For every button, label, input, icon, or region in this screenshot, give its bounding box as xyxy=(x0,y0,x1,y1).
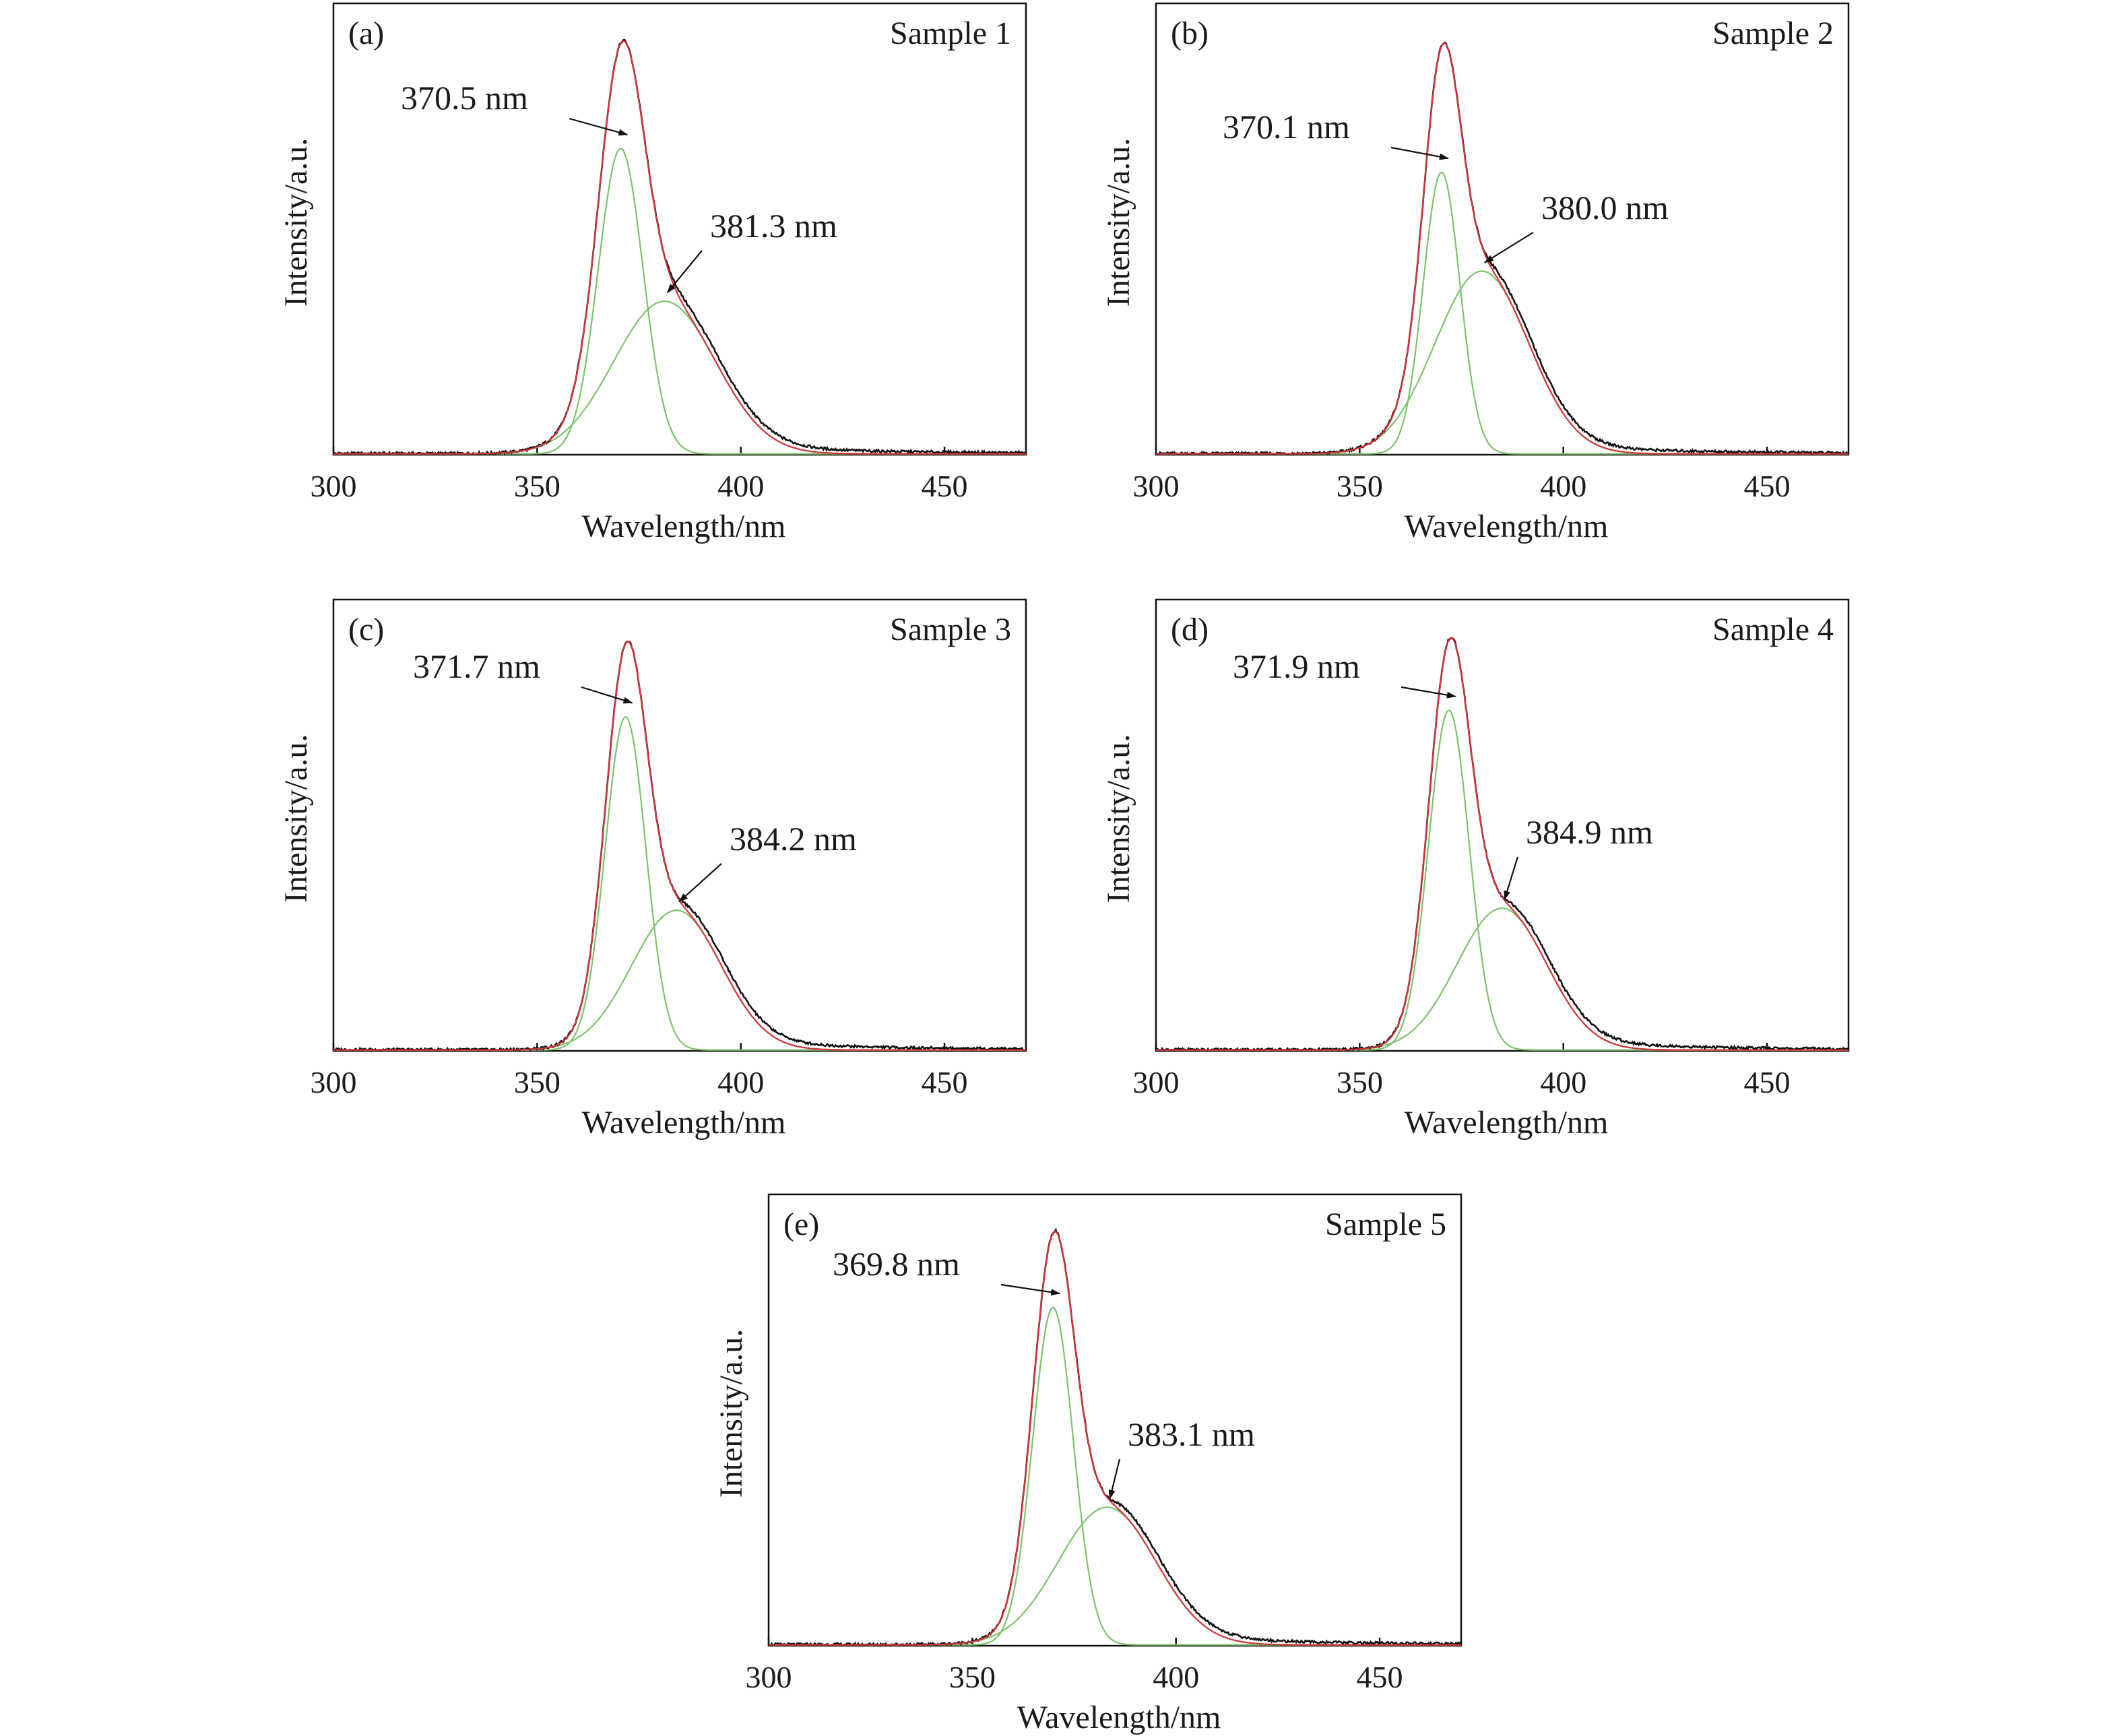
panel-c: 300 350 400 450 Wavelength/nm Intensity/a.u. (… xyxy=(278,598,1027,1140)
x-tick-label: 400 xyxy=(717,1065,764,1099)
plot-area xyxy=(333,38,1026,455)
measured-spectrum xyxy=(333,38,1026,455)
peak-arrow-2 xyxy=(666,250,703,294)
x-tick-label: 350 xyxy=(949,1660,996,1694)
x-axis-label: Wavelength/nm xyxy=(582,509,786,544)
x-tick-label: 450 xyxy=(1744,1065,1791,1099)
peak-arrow-1 xyxy=(569,117,629,136)
x-tick-label: 450 xyxy=(1744,469,1791,503)
peak-annotation-2: 384.2 nm xyxy=(730,820,857,858)
peak-annotation-2: 383.1 nm xyxy=(1128,1415,1255,1453)
peak-annotation-1: 370.1 nm xyxy=(1223,108,1350,146)
x-tick-label: 400 xyxy=(1540,1065,1586,1099)
component-peak-2 xyxy=(1156,270,1848,455)
peak-arrow-2 xyxy=(1504,856,1519,901)
y-axis-label: Intensity/a.u. xyxy=(278,734,314,903)
x-tick-label: 300 xyxy=(311,469,357,503)
x-tick-label: 300 xyxy=(746,1660,792,1694)
panel-b: 300 350 400 450 Wavelength/nm Intensity/a.u. (… xyxy=(1101,2,1850,544)
plot-frame xyxy=(1155,598,1850,1052)
y-axis-label: Intensity/a.u. xyxy=(1101,734,1136,903)
fitted-curve xyxy=(1156,637,1848,1051)
peak-annotation-2: 380.0 nm xyxy=(1541,189,1669,226)
peak-arrow-1 xyxy=(1000,1283,1061,1296)
x-tick-label: 450 xyxy=(922,1065,968,1099)
component-peak-1 xyxy=(333,148,1026,455)
component-peak-1 xyxy=(1156,709,1848,1051)
x-tick-label: 300 xyxy=(1133,1065,1180,1099)
x-axis-label: Wavelength/nm xyxy=(1017,1700,1221,1735)
peak-arrow-2 xyxy=(1108,1458,1121,1500)
peak-annotation-1: 369.8 nm xyxy=(833,1245,960,1283)
peak-arrow-1 xyxy=(1390,146,1449,160)
fitted-curve xyxy=(769,1230,1461,1646)
peak-annotation-2: 384.9 nm xyxy=(1526,813,1653,851)
x-axis-label: Wavelength/nm xyxy=(1405,509,1609,544)
panel-label: (b) xyxy=(1171,15,1209,51)
plot-frame xyxy=(1155,2,1850,456)
plot-frame xyxy=(767,1193,1462,1647)
peak-arrow-2 xyxy=(678,863,722,903)
x-tick-label: 400 xyxy=(717,469,764,503)
plot-area xyxy=(1156,41,1848,455)
component-peak-2 xyxy=(333,300,1026,455)
component-peak-2 xyxy=(769,1506,1461,1646)
x-axis-label: Wavelength/nm xyxy=(582,1105,786,1140)
x-tick-label: 400 xyxy=(1153,1660,1199,1694)
sample-label: Sample 2 xyxy=(1712,15,1834,51)
x-tick-label: 350 xyxy=(514,1065,560,1099)
plot-area xyxy=(333,641,1026,1051)
x-axis-label: Wavelength/nm xyxy=(1405,1105,1609,1140)
y-axis-label: Intensity/a.u. xyxy=(278,138,314,307)
sample-label: Sample 3 xyxy=(890,612,1011,647)
panel-d: 300 350 400 450 Wavelength/nm Intensity/a.u. (… xyxy=(1101,598,1850,1140)
peak-annotation-1: 371.9 nm xyxy=(1233,647,1360,685)
measured-spectrum xyxy=(333,641,1026,1051)
plot-area xyxy=(769,1227,1461,1646)
x-tick-label: 300 xyxy=(1133,469,1180,503)
component-peak-2 xyxy=(1156,907,1848,1051)
x-tick-label: 350 xyxy=(514,469,560,503)
peak-arrow-2 xyxy=(1483,232,1534,263)
sample-label: Sample 5 xyxy=(1325,1207,1446,1242)
panel-e: 300 350 400 450 Wavelength/nm Intensity/a.u. (… xyxy=(713,1193,1462,1735)
measured-spectrum xyxy=(769,1227,1461,1646)
peak-annotation-1: 371.7 nm xyxy=(413,647,540,685)
component-peak-1 xyxy=(1156,171,1848,455)
panel-label: (d) xyxy=(1171,612,1209,647)
x-tick-label: 450 xyxy=(922,469,968,503)
panel-label: (e) xyxy=(783,1207,819,1242)
panel-label: (a) xyxy=(348,15,384,51)
peak-annotation-1: 370.5 nm xyxy=(401,79,528,117)
peak-annotation-2: 381.3 nm xyxy=(710,207,837,245)
sample-label: Sample 4 xyxy=(1712,612,1834,647)
sample-label: Sample 1 xyxy=(890,15,1011,51)
y-axis-label: Intensity/a.u. xyxy=(713,1329,749,1498)
fitted-curve xyxy=(333,40,1026,455)
peak-arrow-1 xyxy=(1401,686,1456,699)
fitted-curve xyxy=(333,641,1026,1051)
measured-spectrum xyxy=(1156,41,1848,455)
peak-arrow-1 xyxy=(581,686,633,704)
fitted-curve xyxy=(1156,42,1848,455)
component-peak-2 xyxy=(333,909,1026,1051)
plot-frame xyxy=(332,2,1027,456)
x-tick-label: 350 xyxy=(1337,469,1383,503)
panel-a: 300 350 400 450 Wavelength/nm Intensity/a.u. (… xyxy=(278,2,1027,544)
panel-label: (c) xyxy=(348,612,384,647)
y-axis-label: Intensity/a.u. xyxy=(1101,138,1136,307)
x-tick-label: 300 xyxy=(311,1065,357,1099)
x-tick-label: 400 xyxy=(1540,469,1586,503)
plot-frame xyxy=(332,598,1027,1052)
plot-area xyxy=(1156,637,1848,1051)
component-peak-1 xyxy=(333,716,1026,1051)
x-tick-label: 450 xyxy=(1357,1660,1403,1694)
measured-spectrum xyxy=(1156,637,1848,1051)
x-tick-label: 350 xyxy=(1337,1065,1383,1099)
